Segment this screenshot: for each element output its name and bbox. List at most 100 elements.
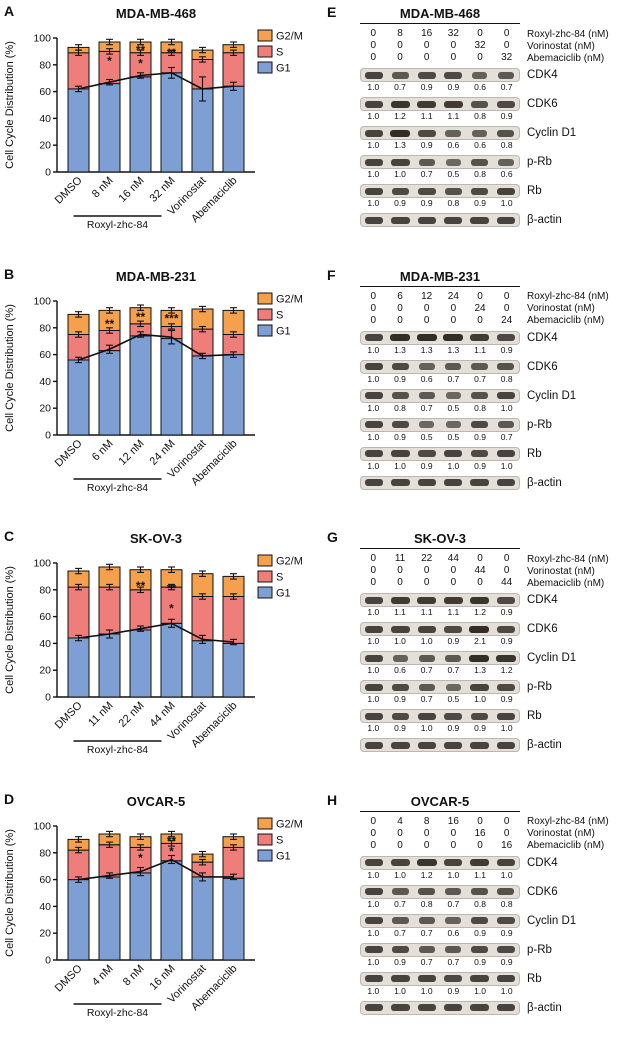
quant-row: 1.0 0.9 0.7 0.7 0.9 0.9: [360, 957, 635, 968]
blot-band: [497, 683, 515, 691]
quant-value: 0.9: [420, 460, 433, 471]
blot-band: [496, 392, 515, 399]
blot-row: Cyclin D1: [360, 910, 635, 928]
blot-band: [496, 975, 515, 982]
panel-letter: D: [4, 791, 14, 807]
dose-value: 0: [423, 577, 430, 588]
blot-band: [443, 100, 463, 108]
protein-label: Rb: [527, 710, 542, 722]
dose-row: 0 0 0 0 16 0 Vorinostat (nM): [360, 828, 635, 840]
blot-band: [470, 975, 489, 982]
charts-column: A MDA-MB-468 Cell Cycle Distribution (%) 0 2…: [4, 3, 303, 1019]
dose-value: 0: [477, 839, 483, 851]
significance-marker: *: [169, 602, 174, 616]
dose-row-label: Abemaciclib (nM): [527, 577, 605, 589]
y-tick-label: 0: [45, 429, 51, 441]
significance-marker: *: [107, 54, 112, 68]
bar-segment-g1: [98, 349, 121, 435]
quant-value: 1.0: [367, 694, 380, 704]
blot-band: [365, 392, 384, 399]
dose-row-label: Abemaciclib (nM): [527, 52, 605, 64]
protein-label: p-Rb: [527, 418, 552, 431]
dose-value: 0: [477, 815, 483, 827]
dose-value: 0: [423, 565, 430, 576]
blot-band: [391, 479, 410, 486]
dose-value: 0: [397, 52, 403, 63]
dose-row: 0 0 0 0 44 0 Vorinostat (nM): [360, 565, 635, 577]
quant-value: 1.1: [394, 607, 406, 617]
dose-value: 0: [450, 827, 457, 839]
chart-title: SK-OV-3: [130, 531, 182, 546]
y-tick-label: 0: [45, 692, 51, 704]
legend-label: G1: [276, 588, 291, 600]
blot-strip-rb: [360, 709, 520, 723]
dose-value: 0: [397, 577, 403, 588]
quant-value: 1.0: [420, 723, 433, 733]
blot-band: [365, 129, 384, 137]
dose-row-label: Abemaciclib (nM): [527, 840, 605, 851]
blot-row: CDK6: [360, 618, 635, 636]
blot-band: [417, 625, 436, 633]
bar-segment-s: [129, 589, 152, 631]
blot-band: [469, 625, 490, 633]
blot-band: [470, 683, 489, 691]
blot-body: SK-OV-3 0 11 22 44 0 0 Roxyl-zhc-84 (nM) 0 0 0 0 44 0…: [336, 531, 635, 752]
y-tick-label: 0: [45, 167, 51, 179]
quant-value: 0.7: [394, 927, 406, 938]
blot-band: [470, 712, 489, 720]
blot-band: [471, 363, 488, 370]
bar-segment-g2m: [222, 309, 245, 335]
quant-row: 1.0 0.9 0.7 0.5 1.0 0.9: [360, 694, 635, 705]
dose-value: 0: [423, 40, 430, 51]
blot-panel-f: F MDA-MB-231 0 6 12 24 0 0 Roxyl-zhc-84 (nM) 0 0 0 0…: [322, 263, 635, 526]
blot-band: [497, 421, 514, 428]
quant-value: 1.0: [367, 460, 380, 471]
blot-band: [365, 917, 384, 924]
quant-value: 1.0: [447, 460, 460, 471]
dose-value: 16: [421, 28, 433, 39]
blot-band: [444, 859, 463, 866]
quant-row: 1.0 1.2 1.1 1.1 0.8 0.9: [360, 111, 635, 122]
quant-value: 0.8: [500, 373, 513, 384]
blot-band: [392, 654, 409, 662]
protein-label: β-actin: [527, 1001, 562, 1014]
blot-strip-cdk6: [360, 97, 520, 111]
quant-value: 0.9: [447, 82, 460, 92]
dose-value: 22: [421, 553, 433, 564]
blot-band: [419, 421, 435, 428]
y-tick-label: 80: [39, 322, 51, 334]
legend-swatch: [257, 308, 273, 320]
y-tick-label: 40: [39, 113, 51, 125]
legend-swatch: [257, 29, 273, 42]
dose-value: 0: [503, 565, 510, 576]
dose-value: 0: [450, 565, 457, 576]
quant-value: 0.5: [447, 169, 460, 179]
blot-band: [444, 975, 462, 982]
legend-label: G2/M: [276, 293, 303, 305]
quant-value: 1.3: [420, 344, 433, 355]
y-tick-label: 80: [39, 584, 51, 596]
y-tick-label: 20: [39, 140, 51, 152]
blot-row: CDK4: [360, 327, 635, 345]
blot-strip-p-rb: [360, 417, 520, 432]
bar-segment-g1: [160, 337, 183, 435]
quant-row: 1.0 0.9 0.6 0.7 0.7 0.8: [360, 374, 635, 385]
blot-band: [496, 859, 515, 866]
blot-band: [417, 1004, 436, 1011]
dose-value: 0: [477, 52, 483, 63]
bar-segment-g1: [98, 875, 121, 960]
g1-trend-line: [78, 71, 234, 90]
dose-row-label: Vorinostat (nM): [527, 828, 595, 839]
blot-band: [417, 216, 436, 224]
dose-value: 0: [370, 302, 377, 314]
dose-value: 8: [397, 28, 403, 39]
blot-band: [418, 71, 436, 79]
bar-segment-g1: [129, 629, 152, 698]
blot-band: [391, 363, 410, 370]
blot-title: MDA-MB-231: [360, 269, 520, 287]
quant-value: 0.7: [420, 694, 433, 704]
blot-band: [469, 654, 490, 662]
blot-row: Cyclin D1: [360, 385, 635, 403]
y-tick-label: 60: [39, 874, 51, 886]
x-tick-label: 24 nM: [148, 437, 178, 467]
